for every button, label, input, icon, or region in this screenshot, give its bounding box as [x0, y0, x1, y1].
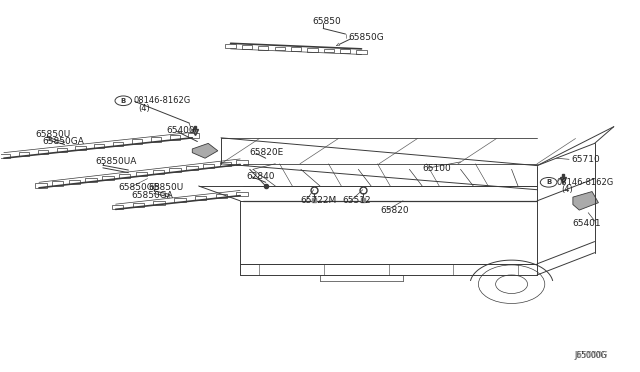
Text: 65850U: 65850U — [149, 183, 184, 192]
Text: 65722M: 65722M — [301, 196, 337, 205]
Text: 65401: 65401 — [572, 219, 601, 228]
Text: 08146-8162G: 08146-8162G — [556, 178, 614, 187]
Text: (4): (4) — [138, 104, 150, 113]
Text: B: B — [121, 98, 126, 104]
Text: (4): (4) — [561, 185, 573, 194]
Text: 62840: 62840 — [246, 172, 275, 181]
Text: J65000G: J65000G — [575, 351, 607, 360]
Text: 65100: 65100 — [422, 164, 451, 173]
Text: B: B — [546, 179, 551, 185]
Text: 65820: 65820 — [381, 206, 410, 215]
Text: 08146-8162G: 08146-8162G — [134, 96, 191, 105]
Text: 65850UA: 65850UA — [95, 157, 136, 166]
Text: 65850G: 65850G — [349, 33, 385, 42]
Text: 65512: 65512 — [342, 196, 371, 205]
Text: 65850GA: 65850GA — [132, 191, 173, 200]
Polygon shape — [192, 143, 218, 158]
Text: 65820E: 65820E — [250, 148, 284, 157]
Text: 65850GA: 65850GA — [42, 137, 84, 146]
Text: 65850GB: 65850GB — [119, 183, 161, 192]
Text: 65850: 65850 — [312, 17, 340, 26]
Text: 65710: 65710 — [571, 155, 600, 164]
Polygon shape — [573, 192, 598, 210]
Text: 65400: 65400 — [167, 126, 195, 135]
Text: J65000G: J65000G — [575, 351, 607, 360]
Text: 65850U: 65850U — [36, 129, 71, 139]
